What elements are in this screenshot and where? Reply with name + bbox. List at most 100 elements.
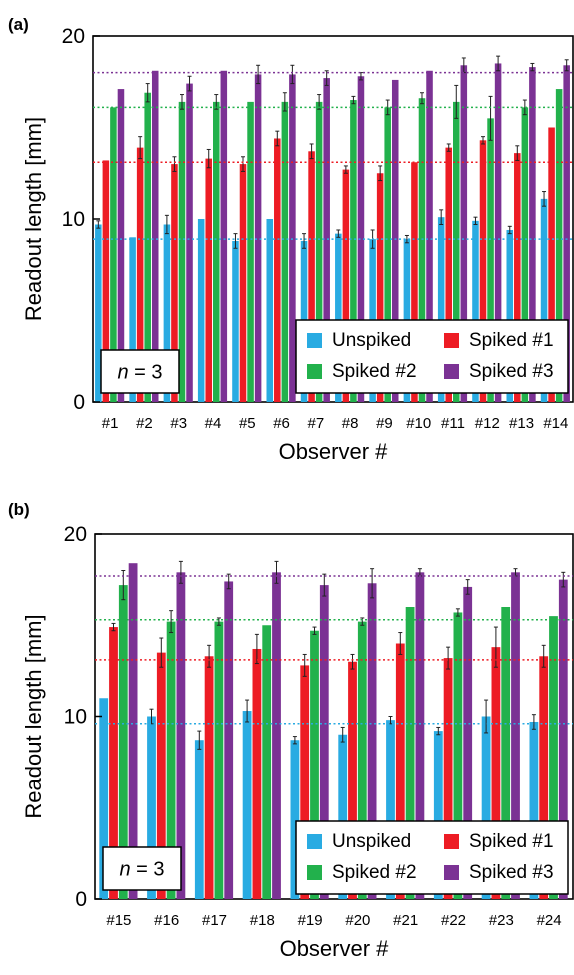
bar: [437, 217, 445, 402]
bar: [506, 229, 514, 402]
legend-label: Unspiked: [332, 831, 411, 852]
bar: [274, 138, 281, 403]
legend-label: Spiked #2: [332, 361, 417, 382]
bar: [171, 164, 178, 402]
bar: [539, 656, 549, 899]
chart-panel-a: (a) 0 10 20 #1 #2 #3 #4 #5 #6 #7 #8 #9 #10 #11 #12 #13 #1…: [0, 0, 574, 485]
legend-swatch: [307, 364, 322, 379]
bar: [319, 585, 329, 899]
bar: [472, 220, 479, 402]
bar: [266, 219, 274, 402]
bar: [166, 621, 176, 899]
bar: [281, 101, 289, 402]
bar: [549, 616, 558, 899]
bar: [194, 740, 204, 899]
panel-label: (b): [8, 500, 30, 519]
legend-label: Spiked #1: [469, 831, 554, 852]
y-tick-label: 10: [64, 706, 87, 729]
bar: [136, 147, 144, 402]
x-axis-title: Observer #: [280, 936, 390, 961]
bar: [335, 233, 342, 402]
bar: [418, 98, 426, 402]
bar: [186, 83, 193, 402]
legend-swatch: [307, 865, 322, 880]
n-annotation-box: [102, 846, 182, 891]
bar: [487, 118, 494, 402]
legend-swatch: [444, 364, 459, 379]
bar: [178, 101, 186, 402]
bar: [445, 147, 452, 402]
bar: [109, 627, 118, 899]
legend-swatch: [307, 333, 322, 348]
bar: [491, 647, 501, 899]
bar: [95, 224, 102, 402]
legend-swatch: [307, 834, 322, 849]
bar: [128, 563, 138, 899]
bar: [232, 240, 239, 402]
bar: [242, 711, 252, 899]
legend-swatch: [444, 333, 459, 348]
y-tick-label: 10: [62, 208, 85, 231]
n-annotation-italic: n: [119, 859, 130, 881]
bar: [386, 720, 395, 899]
legend-label: Spiked #2: [332, 862, 417, 883]
bar: [205, 158, 212, 402]
legend: [295, 319, 569, 394]
y-axis-title: Readout length [mm]: [21, 614, 46, 818]
bar: [426, 70, 433, 403]
x-tick-label: #16: [154, 912, 179, 929]
x-tick-label: #20: [345, 912, 370, 929]
bar: [481, 716, 491, 899]
x-tick-label: #12: [475, 415, 500, 432]
bar: [501, 607, 511, 899]
legend-label: Spiked #1: [469, 330, 554, 351]
x-tick-label: #19: [298, 912, 323, 929]
bar: [129, 237, 136, 402]
bar: [411, 162, 418, 402]
x-tick-label: #21: [393, 912, 418, 929]
bar: [511, 572, 520, 899]
n-annotation-italic: n: [117, 362, 128, 384]
bar: [99, 698, 109, 899]
bar: [558, 579, 568, 899]
bar: [548, 127, 555, 402]
x-tick-label: #1: [102, 415, 119, 432]
x-tick-label: #9: [376, 415, 393, 432]
bar: [289, 74, 296, 403]
bar: [555, 89, 563, 402]
x-tick-label: #4: [205, 415, 222, 432]
bar: [443, 658, 453, 899]
legend-label: Unspiked: [332, 330, 411, 351]
n-annotation-rest: = 3: [131, 859, 165, 881]
x-tick-label: #8: [342, 415, 359, 432]
x-tick-label: #14: [543, 415, 568, 432]
y-tick-label: 0: [75, 888, 87, 911]
legend-swatch: [444, 834, 459, 849]
y-tick-label: 20: [64, 523, 87, 546]
x-tick-label: #5: [239, 415, 256, 432]
bar: [357, 76, 365, 402]
bar: [405, 607, 415, 899]
y-tick-label: 20: [62, 25, 85, 48]
bar: [342, 169, 350, 402]
x-axis-title: Observer #: [279, 439, 389, 464]
bar: [384, 107, 391, 403]
x-tick-label: #11: [441, 415, 465, 432]
bar: [453, 101, 460, 402]
bar: [247, 101, 254, 402]
bar: [338, 734, 348, 899]
legend-label: Spiked #3: [469, 361, 554, 382]
x-tick-label: #22: [441, 912, 466, 929]
bar: [529, 721, 539, 899]
bar: [117, 89, 125, 402]
bar: [224, 581, 234, 899]
bar: [357, 621, 367, 899]
bar: [494, 63, 502, 402]
x-tick-label: #2: [136, 415, 153, 432]
y-axis-title: Readout length [mm]: [21, 117, 46, 321]
legend-label: Spiked #3: [469, 862, 554, 883]
bar: [110, 107, 117, 403]
bar: [272, 572, 281, 899]
bar: [163, 224, 171, 402]
bar: [252, 648, 262, 899]
